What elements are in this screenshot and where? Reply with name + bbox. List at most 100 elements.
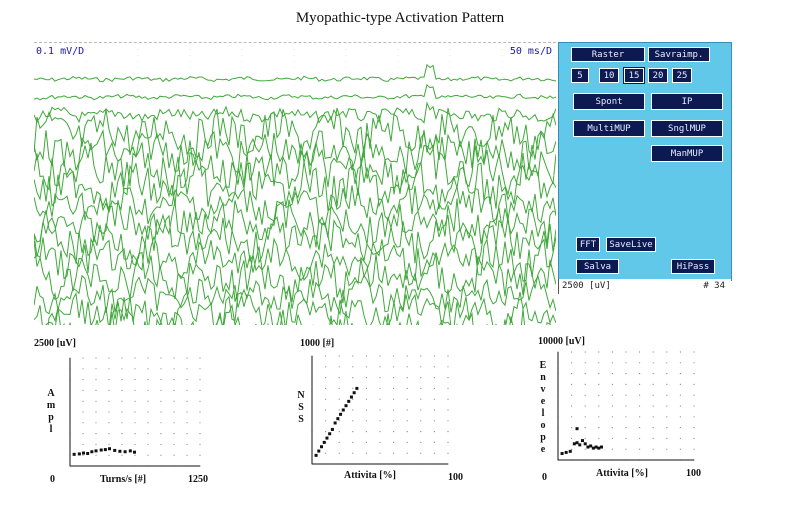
raster-option-20[interactable]: 20 [648, 68, 668, 83]
grid-dot [186, 422, 188, 424]
grid-dot [352, 452, 354, 454]
grid-dot [611, 362, 613, 364]
grid-dot [95, 379, 97, 381]
grid-dot [584, 394, 586, 396]
savelive-button[interactable]: SaveLive [606, 237, 656, 252]
grid-dot [108, 379, 110, 381]
grid-dot [134, 433, 136, 435]
savraimp-button[interactable]: Savraimp. [648, 47, 710, 62]
grid-dot [393, 355, 395, 357]
grid-dot [666, 405, 668, 407]
grid-dot [652, 416, 654, 418]
grid-dot [325, 452, 327, 454]
grid-dot [379, 441, 381, 443]
grid-dot [134, 389, 136, 391]
hipass-button[interactable]: HiPass [671, 259, 715, 274]
grid-dot [186, 357, 188, 359]
raster-option-10[interactable]: 10 [599, 68, 619, 83]
grid-dot [147, 443, 149, 445]
grid-dot [160, 379, 162, 381]
salva-button[interactable]: Salva [576, 259, 619, 274]
grid-dot [95, 389, 97, 391]
spont-button[interactable]: Spont [573, 93, 645, 110]
count-readout: # 34 [703, 281, 725, 291]
grid-dot [95, 357, 97, 359]
grid-dot [611, 416, 613, 418]
data-point [128, 449, 132, 453]
grid-dot [611, 373, 613, 375]
grid-dot [147, 454, 149, 456]
grid-dot [571, 394, 573, 396]
ip-button[interactable]: IP [651, 93, 723, 110]
grid-dot [639, 416, 641, 418]
grid-dot [160, 422, 162, 424]
grid-dot [186, 411, 188, 413]
grid-dot [393, 452, 395, 454]
grid-dot [147, 400, 149, 402]
emg-trace-line [34, 184, 556, 228]
grid-dot [447, 398, 449, 400]
emg-trace-line [47, 303, 552, 325]
grid-dot [447, 387, 449, 389]
raster-option-25[interactable]: 25 [672, 68, 692, 83]
grid-dot [406, 355, 408, 357]
grid-dot [693, 437, 695, 439]
grid-dot [420, 355, 422, 357]
grid-dot [406, 398, 408, 400]
data-point [344, 404, 348, 408]
grid-dot [379, 355, 381, 357]
grid-dot [447, 366, 449, 368]
grid-dot [611, 437, 613, 439]
manmup-button[interactable]: ManMUP [651, 145, 723, 162]
grid-dot [325, 387, 327, 389]
grid-dot [186, 454, 188, 456]
grid-dot [379, 431, 381, 433]
grid-dot [652, 405, 654, 407]
grid-dot [365, 441, 367, 443]
grid-dot [108, 389, 110, 391]
grid-dot [639, 437, 641, 439]
grid-dot [611, 405, 613, 407]
grid-dot [598, 394, 600, 396]
grid-dot [666, 427, 668, 429]
grid-dot [652, 373, 654, 375]
grid-dot [352, 387, 354, 389]
range-readout: 2500 [uV] [562, 281, 611, 291]
grid-dot [160, 389, 162, 391]
data-point [575, 427, 579, 431]
grid-dot [160, 357, 162, 359]
grid-dot [433, 409, 435, 411]
grid-dot [666, 437, 668, 439]
plot2-xlabel: Attivita [%] [344, 470, 396, 481]
grid-dot [147, 357, 149, 359]
data-point [330, 427, 334, 431]
data-point [575, 441, 579, 445]
grid-dot [420, 431, 422, 433]
grid-dot [447, 431, 449, 433]
grid-dot [420, 377, 422, 379]
grid-dot [121, 357, 123, 359]
grid-dot [639, 448, 641, 450]
grid-dot [134, 454, 136, 456]
data-point [99, 448, 103, 452]
grid-dot [95, 400, 97, 402]
grid-dot [625, 351, 627, 353]
multimup-button[interactable]: MultiMUP [573, 120, 645, 137]
grid-dot [447, 377, 449, 379]
grid-dot [666, 362, 668, 364]
raster-option-15[interactable]: 15 [623, 67, 645, 84]
grid-dot [160, 400, 162, 402]
raster-button[interactable]: Raster [571, 47, 645, 62]
raster-option-5[interactable]: 5 [571, 68, 589, 83]
grid-dot [433, 355, 435, 357]
fft-button[interactable]: FFT [576, 237, 600, 252]
sensitivity-label: 0.1 mV/D [36, 46, 85, 57]
grid-dot [82, 368, 84, 370]
grid-dot [625, 448, 627, 450]
grid-dot [625, 437, 627, 439]
grid-dot [666, 416, 668, 418]
emg-trace-line [34, 63, 556, 83]
snglmup-button[interactable]: SnglMUP [651, 120, 723, 137]
